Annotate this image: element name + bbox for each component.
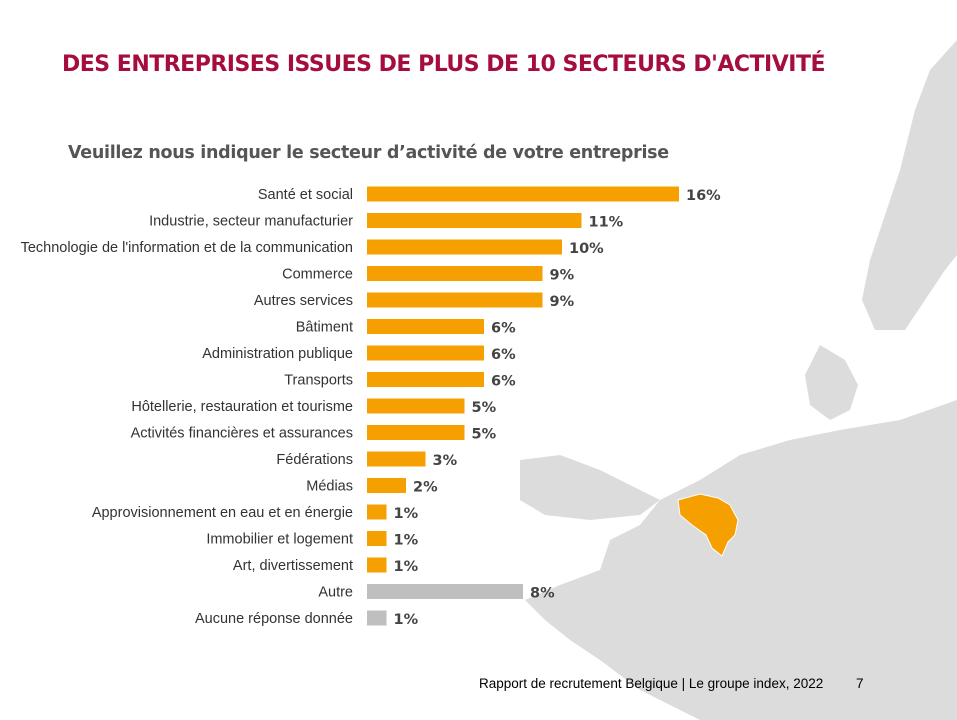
category-label: Industrie, secteur manufacturier [149, 214, 353, 230]
bar [367, 398, 465, 414]
data-label: 6% [491, 347, 516, 363]
data-label: 6% [491, 321, 516, 337]
data-label: 2% [413, 480, 438, 496]
category-label: Aucune réponse donnée [195, 611, 353, 627]
bar [367, 266, 543, 281]
data-label: 16% [686, 188, 721, 204]
data-label: 1% [394, 533, 419, 549]
category-label: Activités financières et assurances [131, 426, 353, 442]
category-label: Autre [318, 585, 353, 601]
data-label: 1% [394, 506, 419, 522]
category-label: Autres services [254, 293, 353, 309]
bar [367, 319, 484, 334]
category-label: Médias [306, 479, 353, 495]
bar [367, 531, 387, 546]
data-label: 10% [569, 241, 604, 257]
category-label: Approvisionnement en eau et en énergie [92, 505, 353, 521]
page-number: 7 [856, 676, 864, 691]
belgium-highlight [677, 493, 739, 557]
data-label: 9% [550, 294, 575, 310]
data-label: 9% [550, 268, 575, 284]
category-label: Technologie de l'information et de la co… [21, 240, 353, 256]
data-label: 5% [472, 427, 497, 443]
bar [367, 213, 582, 228]
data-label: 1% [394, 612, 419, 628]
bar [367, 186, 679, 202]
scandinavia-landmass [862, 40, 957, 330]
category-label: Fédérations [276, 452, 353, 468]
chart-title: Veuillez nous indiquer le secteur d’acti… [68, 143, 669, 163]
bar [367, 345, 484, 361]
bar [367, 478, 406, 493]
category-label: Commerce [282, 267, 353, 283]
footer-text: Rapport de recrutement Belgique | Le gro… [479, 676, 824, 691]
denmark-landmass [805, 345, 858, 420]
data-label: 1% [394, 559, 419, 575]
category-label: Transports [284, 373, 353, 389]
bar [367, 372, 484, 387]
bar [367, 425, 465, 440]
category-label: Santé et social [258, 187, 353, 203]
category-label: Immobilier et logement [206, 532, 353, 548]
category-label: Administration publique [202, 346, 353, 362]
bar [367, 239, 562, 255]
continent-landmass [525, 400, 957, 720]
data-label: 8% [530, 586, 555, 602]
data-label: 3% [433, 453, 458, 469]
bar [367, 584, 523, 599]
data-label: 11% [589, 215, 624, 231]
bar [367, 504, 387, 520]
page-title: DES ENTREPRISES ISSUES DE PLUS DE 10 SEC… [62, 52, 826, 77]
category-label: Hôtellerie, restauration et tourisme [131, 399, 353, 415]
bar [367, 557, 387, 573]
category-label: Bâtiment [296, 320, 353, 336]
data-label: 5% [472, 400, 497, 416]
category-label: Art, divertissement [233, 558, 353, 574]
data-label: 6% [491, 374, 516, 390]
uk-landmass [520, 455, 660, 520]
bar [367, 610, 387, 626]
bar [367, 292, 543, 308]
bar [367, 451, 426, 467]
